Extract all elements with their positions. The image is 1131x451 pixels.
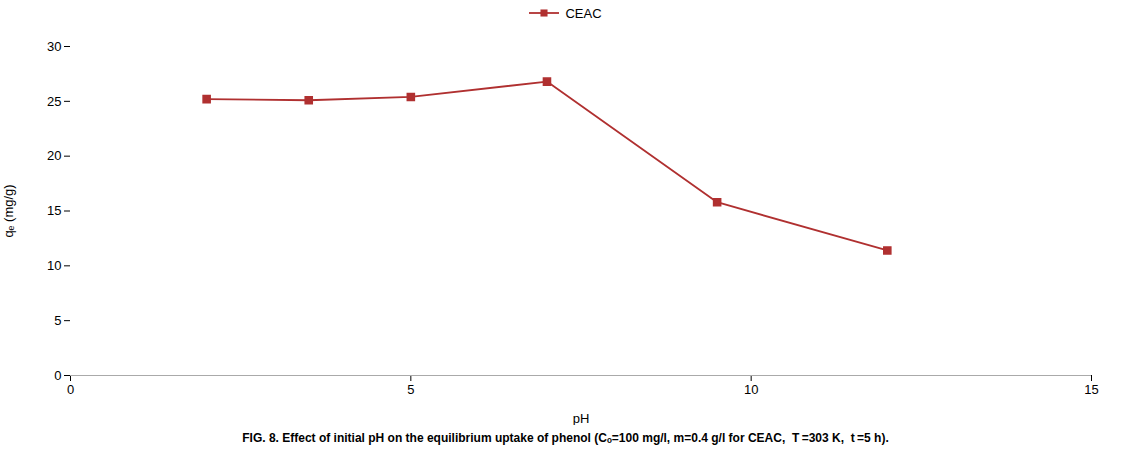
svg-text:15: 15 [47,203,61,218]
svg-text:pH: pH [573,411,590,426]
html-text:CEAC: CEAC [565,5,602,21]
svg-text:20: 20 [47,148,61,163]
svg-text:0: 0 [54,368,61,383]
svg-text:10: 10 [744,382,758,397]
svg-text:10: 10 [47,258,61,273]
svg-text:5: 5 [54,313,61,328]
svg-text:0: 0 [67,382,74,397]
svg-text:5: 5 [407,382,414,397]
html-text:FIG. 8. Effect of initial pH o: FIG. 8. Effect of initial pH on the equi… [242,431,889,445]
svg-text:30: 30 [47,39,61,54]
svg-text:15: 15 [1084,382,1098,397]
svg-text:qₑ (mg/g): qₑ (mg/g) [1,184,16,237]
svg-text:25: 25 [47,93,61,108]
